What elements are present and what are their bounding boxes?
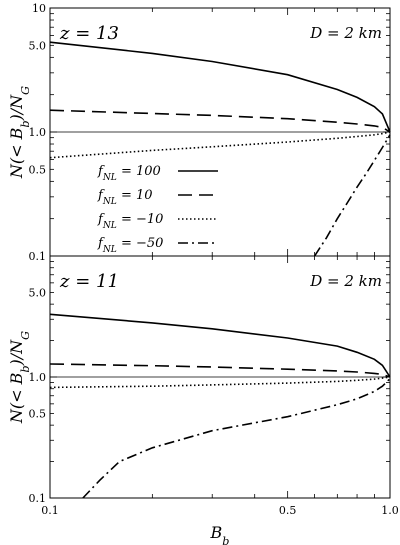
legend-label: fNL = 100 — [97, 164, 161, 183]
y-tick-label: 10 — [32, 2, 46, 15]
legend-label: fNL = −10 — [97, 212, 163, 231]
y-tick-label: 0.1 — [29, 250, 47, 263]
series-line-2 — [49, 109, 391, 133]
x-tick-label: 0.1 — [41, 504, 59, 517]
y-tick-label: 0.5 — [29, 407, 47, 420]
panel-bottom: 0.1 0.5 1.0 5.0 0.1 0.5 1.0 Bb N(< Bb)/NG z = 11 D… — [7, 255, 399, 545]
redshift-label: z = 13 — [59, 23, 119, 44]
distance-label: D = 2 km — [309, 272, 382, 290]
y-axis-label: N(< Bb)/NG — [7, 331, 32, 424]
series-line-3 — [49, 131, 391, 159]
legend-label: fNL = −50 — [97, 236, 163, 255]
distance-label: D = 2 km — [309, 24, 382, 42]
series-line-4 — [313, 134, 391, 257]
panel-top: 0.1 0.5 1.0 5.0 10 N(< Bb)/NG z = 13 D = 2 km fN… — [7, 2, 391, 263]
y-axis-label: N(< Bb)/NG — [7, 86, 32, 179]
series-line-2 — [49, 363, 391, 378]
y-tick-label: 5.0 — [29, 286, 47, 299]
y-tick-label: 1.0 — [29, 371, 47, 384]
series-line-4 — [82, 378, 391, 499]
y-tick-label: 1.0 — [29, 126, 47, 139]
y-tick-label: 0.5 — [29, 163, 47, 176]
legend: fNL = 100 fNL = 10 fNL = −10 fNL = −50 — [97, 164, 218, 255]
series-line-1 — [49, 313, 391, 378]
x-tick-label: 0.5 — [279, 504, 297, 517]
y-tick-label: 5.0 — [29, 39, 47, 52]
x-tick-label: 1.0 — [381, 504, 399, 517]
redshift-label: z = 11 — [59, 271, 119, 292]
series-line-3 — [49, 376, 391, 389]
x-axis-label: Bb — [210, 523, 230, 545]
y-tick-label: 0.1 — [29, 492, 47, 505]
legend-label: fNL = 10 — [97, 188, 153, 207]
series-line-1 — [49, 41, 391, 133]
